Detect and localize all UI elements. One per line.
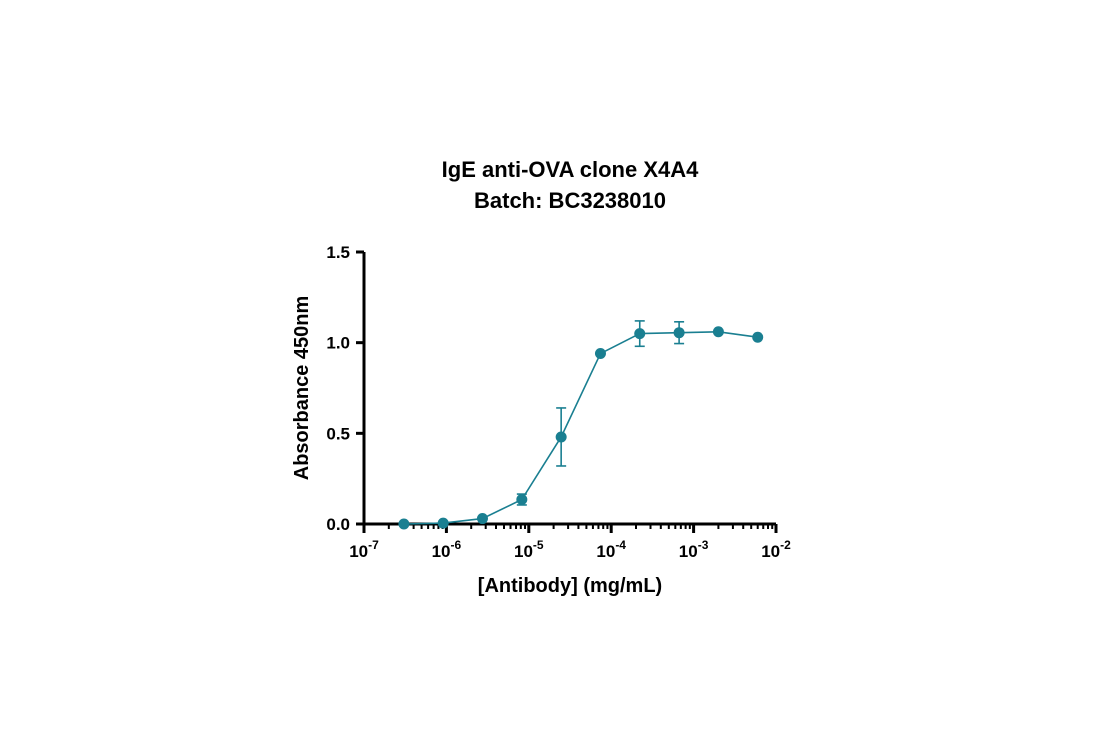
x-tick-label: 10-7 xyxy=(349,538,379,561)
series-line xyxy=(403,330,758,525)
data-point xyxy=(476,513,488,525)
chart-title-line-1: IgE anti-OVA clone X4A4 xyxy=(442,157,699,182)
data-point xyxy=(752,331,764,343)
data-point xyxy=(437,517,449,529)
data-point xyxy=(634,328,646,340)
y-axis-label: Absorbance 450nm xyxy=(291,296,313,481)
x-tick-label: 10-6 xyxy=(432,538,462,561)
y-tick-label: 1.0 xyxy=(326,334,350,353)
data-point xyxy=(673,327,685,339)
data-point xyxy=(398,518,410,530)
data-point xyxy=(516,494,528,506)
chart-title-line-2: Batch: BC3238010 xyxy=(474,188,666,213)
data-point xyxy=(712,326,724,338)
x-tick-label: 10-3 xyxy=(679,538,709,561)
data-point xyxy=(555,431,567,443)
y-tick-label: 0.5 xyxy=(326,424,350,443)
x-axis-label: [Antibody] (mg/mL) xyxy=(478,575,662,597)
x-tick-label: 10-5 xyxy=(514,538,544,561)
data-point xyxy=(594,348,606,360)
x-tick-label: 10-4 xyxy=(596,538,626,561)
y-tick-label: 1.5 xyxy=(326,243,350,262)
x-tick-label: 10-2 xyxy=(761,538,791,561)
plot-area: 0.0 0.5 1.0 1.5 10-7 10-6 10-5 10-4 10-3 10-2 xyxy=(326,243,791,561)
y-tick-label: 0.0 xyxy=(326,515,350,534)
